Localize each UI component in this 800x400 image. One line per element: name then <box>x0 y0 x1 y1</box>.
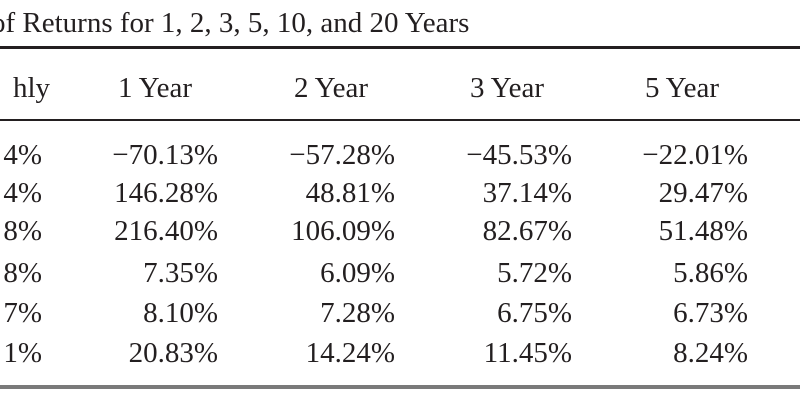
table-cell: −70.13% <box>112 139 218 171</box>
table-cell: 5.72% <box>497 257 572 289</box>
table-cell: −57.28% <box>289 139 395 171</box>
table-cell: 5.86% <box>673 257 748 289</box>
table-cell: 7.28% <box>320 297 395 329</box>
table-cell: 8% <box>3 257 42 289</box>
table-cell: 6.75% <box>497 297 572 329</box>
top-rule <box>0 46 800 49</box>
table-cell: 29.47% <box>658 177 748 209</box>
table-cell: 20.83% <box>128 337 218 369</box>
table-cell: 4% <box>3 177 42 209</box>
table-cell: −22.01% <box>642 139 748 171</box>
table-cell: −45.53% <box>466 139 572 171</box>
table-cell: 6.73% <box>673 297 748 329</box>
table-cell: 106.09% <box>291 215 395 247</box>
table-cell: 7.35% <box>143 257 218 289</box>
table-cell: 51.48% <box>658 215 748 247</box>
table-cell: 7% <box>3 297 42 329</box>
table-cell: 11.45% <box>483 337 572 369</box>
table-cell: 48.81% <box>305 177 395 209</box>
table-cell: 8% <box>3 215 42 247</box>
table-caption: of Returns for 1, 2, 3, 5, 10, and 20 Ye… <box>0 7 470 39</box>
column-header: hly <box>12 72 50 104</box>
table-cell: 216.40% <box>114 215 218 247</box>
table-cell: 8.10% <box>143 297 218 329</box>
table-cell: 146.28% <box>114 177 218 209</box>
table-cell: 1% <box>3 337 42 369</box>
header-rule <box>0 119 800 121</box>
bottom-rule <box>0 385 800 389</box>
table-cell: 4% <box>3 139 42 171</box>
table-cell: 6.09% <box>320 257 395 289</box>
table-cell: 8.24% <box>673 337 748 369</box>
column-header: 5 Year <box>644 72 720 104</box>
column-header: 3 Year <box>469 72 545 104</box>
table-cell: 82.67% <box>482 215 572 247</box>
column-header: 1 Year <box>117 72 193 104</box>
column-header: 2 Year <box>293 72 369 104</box>
table-cell: 37.14% <box>482 177 572 209</box>
table-cell: 14.24% <box>305 337 395 369</box>
